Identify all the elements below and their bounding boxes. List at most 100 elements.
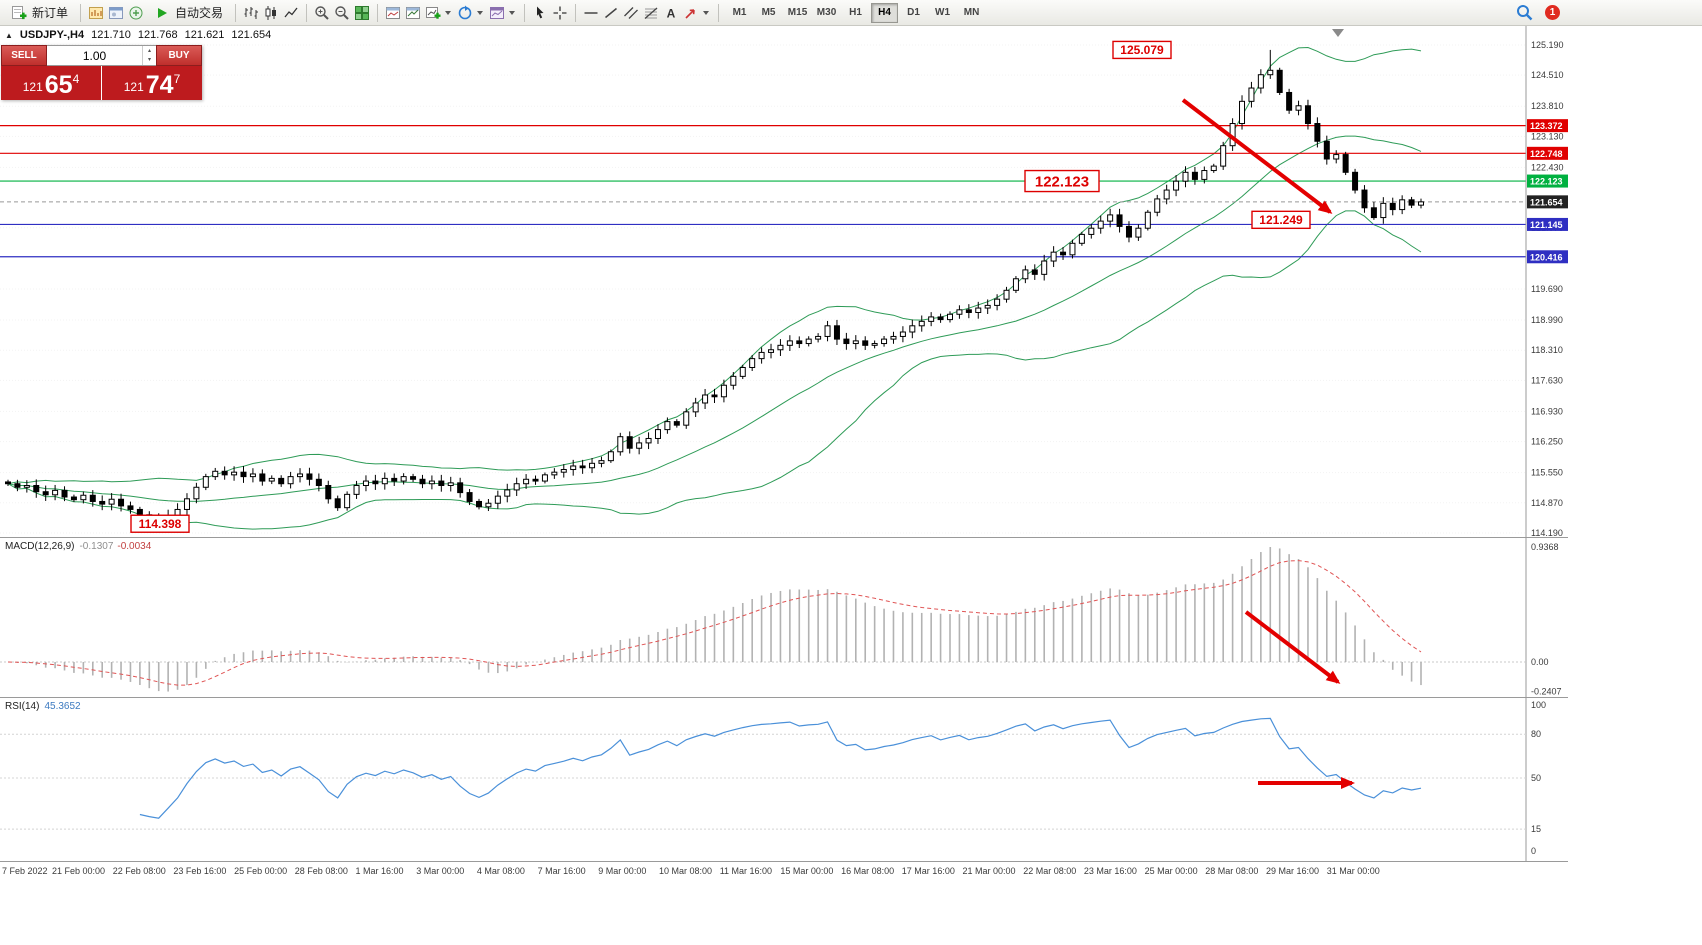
buy-price-big: 74 (145, 71, 174, 99)
svg-text:50: 50 (1531, 773, 1541, 783)
trend-arrow-main[interactable] (1181, 98, 1333, 214)
new-chart-icon[interactable] (424, 4, 442, 22)
svg-text:9 Mar 00:00: 9 Mar 00:00 (598, 866, 646, 876)
template-icon[interactable] (488, 4, 506, 22)
trendline-icon[interactable] (602, 4, 620, 22)
sell-button[interactable]: SELL (1, 45, 47, 66)
timeframe-m5[interactable]: M5 (755, 3, 782, 23)
svg-text:10 Mar 08:00: 10 Mar 08:00 (659, 866, 712, 876)
svg-text:121.145: 121.145 (1530, 220, 1563, 230)
timeframe-m1[interactable]: M1 (726, 3, 753, 23)
market-watch-icon[interactable] (87, 4, 105, 22)
trend-arrow-macd[interactable] (1244, 610, 1341, 684)
candles-layer (5, 49, 1424, 527)
volume-increase-button[interactable]: ▴ (147, 47, 151, 54)
svg-text:25 Mar 00:00: 25 Mar 00:00 (1145, 866, 1198, 876)
channel-icon[interactable] (622, 4, 640, 22)
chart-symbol: USDJPY-,H4 (19, 29, 85, 41)
auto-arrange-icon[interactable] (404, 4, 422, 22)
sell-price-sup: 4 (72, 72, 80, 86)
rsi-label: RSI(14) 45.3652 (5, 701, 81, 712)
svg-text:114.190: 114.190 (1531, 528, 1563, 538)
svg-text:114.398: 114.398 (139, 517, 182, 531)
svg-text:115.550: 115.550 (1531, 468, 1563, 478)
svg-text:117.630: 117.630 (1531, 375, 1563, 385)
volume-input[interactable] (47, 46, 142, 65)
timeframe-h4[interactable]: H4 (871, 2, 899, 23)
arrow-tool-dropdown-caret[interactable] (703, 10, 710, 15)
svg-text:120.416: 120.416 (1530, 252, 1563, 262)
svg-text:15 Mar 00:00: 15 Mar 00:00 (780, 866, 833, 876)
bar-chart-icon[interactable] (242, 4, 260, 22)
svg-text:28 Feb 08:00: 28 Feb 08:00 (295, 866, 348, 876)
period-icon[interactable] (456, 4, 474, 22)
svg-text:31 Mar 00:00: 31 Mar 00:00 (1327, 866, 1380, 876)
terminal-icon[interactable] (127, 4, 145, 22)
horizontal-lines-layer[interactable] (0, 125, 1526, 258)
volume-spinner: ▴ ▾ (142, 46, 156, 65)
period-dropdown-caret[interactable] (477, 10, 484, 15)
svg-text:118.310: 118.310 (1531, 345, 1563, 355)
timeframe-m15[interactable]: M15 (784, 3, 811, 23)
line-chart-icon[interactable] (282, 4, 300, 22)
toolbar-separator (718, 3, 720, 22)
svg-text:124.510: 124.510 (1531, 70, 1564, 80)
svg-text:A: A (667, 6, 676, 20)
svg-text:123.810: 123.810 (1531, 101, 1564, 111)
new-order-button[interactable]: 新订单 (4, 2, 74, 24)
crosshair-icon[interactable] (551, 4, 569, 22)
search-icon[interactable] (1515, 4, 1533, 22)
autotrading-label: 自动交易 (175, 6, 224, 20)
buy-price[interactable]: 121 74 7 (102, 66, 202, 100)
svg-text:-0.2407: -0.2407 (1531, 687, 1562, 697)
svg-text:23 Feb 16:00: 23 Feb 16:00 (173, 866, 226, 876)
text-label-icon[interactable]: A (662, 4, 680, 22)
zoom-out-icon[interactable] (333, 4, 351, 22)
timeframe-mn[interactable]: MN (958, 3, 985, 23)
annotations-layer[interactable]: 125.079 122.123 121.249 114.398 (130, 29, 1355, 789)
svg-text:4 Mar 08:00: 4 Mar 08:00 (477, 866, 525, 876)
chart-close: 121.654 (231, 29, 272, 41)
callout-121.249[interactable] (1251, 210, 1311, 230)
toolbar-separator (575, 3, 577, 22)
navigator-icon[interactable] (107, 4, 125, 22)
svg-text:114.870: 114.870 (1531, 498, 1563, 508)
macd-label: MACD(12,26,9) -0.1307 -0.0034 (5, 541, 151, 552)
candlestick-icon[interactable] (262, 4, 280, 22)
zoom-in-icon[interactable] (313, 4, 331, 22)
notification-badge[interactable]: 1 (1545, 5, 1560, 20)
svg-text:16 Mar 08:00: 16 Mar 08:00 (841, 866, 894, 876)
horizontal-line-icon[interactable] (582, 4, 600, 22)
price-axis[interactable]: 125.190124.510123.810123.130122.430121.0… (2, 26, 1568, 876)
new-chart-dropdown-caret[interactable] (445, 10, 452, 15)
indicators-icon[interactable] (384, 4, 402, 22)
timeframe-group: M1 M5 M15 M30 H1 H4 D1 W1 MN (725, 2, 986, 23)
price-shift-marker[interactable] (1332, 29, 1344, 37)
chart-canvas[interactable]: 125.190124.510123.810123.130122.430121.0… (0, 26, 1568, 888)
timeframe-w1[interactable]: W1 (929, 3, 956, 23)
symbol-menu-icon[interactable]: ▲ (5, 30, 13, 40)
autotrading-button[interactable]: 自动交易 (147, 2, 229, 24)
svg-text:123.130: 123.130 (1531, 131, 1564, 141)
fibonacci-icon[interactable] (642, 4, 660, 22)
timeframe-d1[interactable]: D1 (900, 3, 927, 23)
autotrading-icon (153, 4, 171, 22)
cursor-icon[interactable] (531, 4, 549, 22)
tile-windows-icon[interactable] (353, 4, 371, 22)
indicator-panels (0, 537, 1568, 862)
arrow-tool-icon[interactable] (682, 4, 700, 22)
callout-125.079[interactable] (1112, 40, 1172, 60)
sell-price[interactable]: 121 65 4 (1, 66, 101, 100)
svg-text:116.250: 116.250 (1531, 437, 1563, 447)
callout-122.123[interactable] (1024, 169, 1100, 193)
callout-114.398[interactable] (130, 514, 190, 533)
toolbar-separator (235, 3, 237, 22)
volume-decrease-button[interactable]: ▾ (147, 57, 151, 64)
svg-text:7 Mar 16:00: 7 Mar 16:00 (538, 866, 586, 876)
timeframe-h1[interactable]: H1 (842, 3, 869, 23)
template-dropdown-caret[interactable] (509, 10, 516, 15)
svg-text:0.9368: 0.9368 (1531, 542, 1559, 552)
buy-button[interactable]: BUY (156, 45, 202, 66)
rsi-value: 45.3652 (44, 701, 81, 712)
timeframe-m30[interactable]: M30 (813, 3, 840, 23)
